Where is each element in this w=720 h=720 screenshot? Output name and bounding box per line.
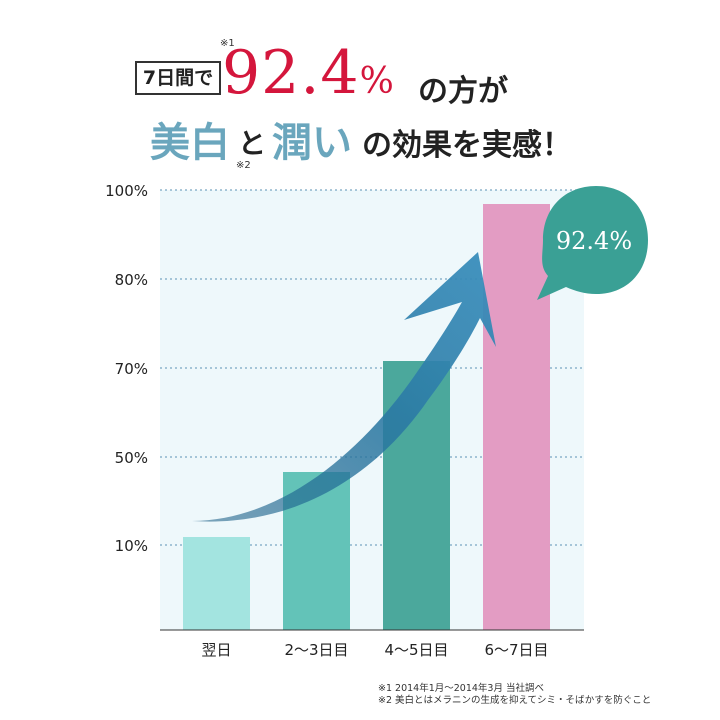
- value-callout: 92.4%: [537, 186, 648, 300]
- callout-label: 92.4%: [556, 227, 632, 255]
- note-mark-1: ※1: [220, 38, 235, 49]
- x-tick-label: 4〜5日目: [384, 641, 448, 659]
- trend-arrow: [192, 252, 496, 522]
- bar-1: [183, 537, 250, 630]
- y-tick-label: 80%: [115, 271, 148, 289]
- x-tick-label: 2〜3日目: [284, 641, 348, 659]
- headline-bihaku: 美白: [150, 119, 230, 166]
- days-badge: 7日間で: [135, 61, 221, 95]
- y-tick-label: 10%: [115, 537, 148, 555]
- headline-percent-value: 92.4: [222, 38, 360, 108]
- headline-percent: 92.4%: [222, 38, 395, 117]
- y-tick-label: 70%: [115, 360, 148, 378]
- y-tick-label: 50%: [115, 449, 148, 467]
- headline-to: と: [238, 127, 267, 160]
- headline-line1-tail: の方が: [418, 74, 508, 109]
- bar-4: [483, 204, 550, 630]
- y-tick-label: 100%: [105, 182, 148, 200]
- headline: 7日間で ※1 92.4% の方が 美白 と 潤い の効果を実感！ ※2: [0, 0, 720, 180]
- callout-bubble: [537, 186, 648, 300]
- headline-percent-unit: %: [359, 61, 395, 102]
- footnote-2: ※2 美白とはメラニンの生成を抑えてシミ・そばかすを防ぐこと: [378, 695, 652, 706]
- headline-rest: の効果を実感！: [362, 128, 572, 163]
- footnote-1: ※1 2014年1月〜2014年3月 当社調べ: [378, 683, 544, 694]
- x-tick-label: 翌日: [201, 641, 231, 659]
- note-mark-2: ※2: [236, 160, 251, 171]
- headline-uruoi: 潤い: [272, 119, 352, 166]
- footnotes: ※1 2014年1月〜2014年3月 当社調べ ※2 美白とはメラニンの生成を抑…: [378, 683, 651, 707]
- x-tick-label: 6〜7日目: [484, 641, 548, 659]
